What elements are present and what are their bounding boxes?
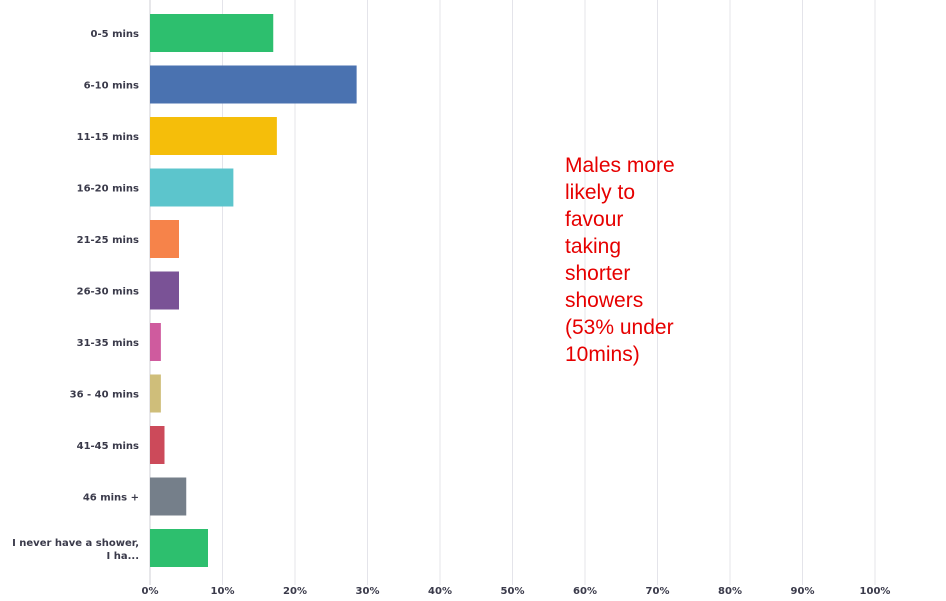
category-label: 26-30 mins <box>77 287 139 298</box>
x-tick-label: 20% <box>283 586 307 597</box>
bar <box>150 323 161 361</box>
annotation-text: Males more likely to favour taking short… <box>565 154 675 366</box>
x-axis-ticks: 0% 10% 20% 30% 40% 50% 60% 70% 80% 90% 100% <box>142 586 891 597</box>
bars <box>150 14 357 567</box>
category-label: 41-45 mins <box>77 441 139 452</box>
x-tick-label: 60% <box>573 586 597 597</box>
category-label: 46 mins + <box>83 493 139 504</box>
category-label: I never have a shower, I ha... <box>12 538 139 562</box>
category-label: 21-25 mins <box>77 235 139 246</box>
category-label: 31-35 mins <box>77 338 139 349</box>
category-label: 0-5 mins <box>91 29 140 40</box>
bar <box>150 529 208 567</box>
x-tick-label: 10% <box>211 586 235 597</box>
x-tick-label: 90% <box>791 586 815 597</box>
x-tick-label: 40% <box>428 586 452 597</box>
bar <box>150 374 161 413</box>
x-tick-label: 30% <box>356 586 380 597</box>
bar <box>150 271 179 310</box>
category-labels: 0-5 mins 6-10 mins 11-15 mins 16-20 mins 21-… <box>12 29 139 562</box>
x-tick-label: 0% <box>142 586 159 597</box>
category-label: 16-20 mins <box>77 184 139 195</box>
bar <box>150 65 357 104</box>
category-label: 6-10 mins <box>84 81 139 92</box>
bar <box>150 117 277 155</box>
bar <box>150 477 187 516</box>
category-label: 36 - 40 mins <box>70 390 139 401</box>
x-tick-label: 50% <box>501 586 525 597</box>
bar <box>150 14 274 52</box>
bar <box>150 168 234 207</box>
x-tick-label: 70% <box>646 586 670 597</box>
bar <box>150 220 179 258</box>
bar <box>150 426 165 464</box>
x-tick-label: 80% <box>718 586 742 597</box>
x-tick-label: 100% <box>860 586 891 597</box>
category-label: 11-15 mins <box>77 132 139 143</box>
